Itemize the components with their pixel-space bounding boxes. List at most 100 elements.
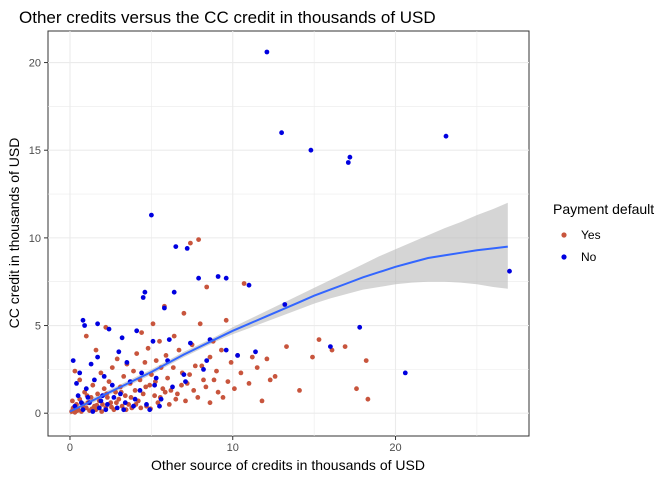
point-no bbox=[140, 295, 146, 300]
point-no bbox=[111, 395, 117, 400]
point-yes bbox=[106, 379, 112, 384]
point-yes bbox=[220, 395, 226, 400]
point-no bbox=[196, 275, 202, 281]
point-no bbox=[184, 246, 190, 251]
y-tick-label: 20 bbox=[29, 58, 41, 70]
point-yes bbox=[101, 386, 107, 392]
y-axis-title: CC credit in thousands of USD bbox=[6, 138, 22, 329]
point-no bbox=[74, 381, 79, 386]
point-yes bbox=[132, 388, 138, 393]
point-no bbox=[282, 302, 288, 307]
y-tick-label: 10 bbox=[29, 233, 41, 245]
point-no bbox=[308, 147, 314, 153]
point-yes bbox=[214, 368, 219, 374]
point-no bbox=[137, 388, 143, 393]
point-yes bbox=[138, 405, 144, 411]
point-no bbox=[72, 403, 78, 409]
point-yes bbox=[116, 396, 122, 402]
point-no bbox=[142, 289, 148, 295]
point-no bbox=[101, 374, 107, 379]
point-no bbox=[345, 160, 351, 165]
point-no bbox=[328, 344, 333, 349]
point-no bbox=[103, 407, 109, 413]
points-layer bbox=[69, 49, 512, 415]
point-yes bbox=[225, 379, 231, 384]
legend-entries: Yes No bbox=[561, 228, 601, 264]
point-yes bbox=[192, 363, 198, 369]
point-yes bbox=[147, 382, 153, 388]
point-no bbox=[402, 370, 408, 376]
confidence-band bbox=[70, 202, 508, 415]
point-no bbox=[147, 407, 153, 413]
point-yes bbox=[183, 398, 188, 404]
point-no bbox=[95, 354, 100, 360]
confidence-band-layer bbox=[70, 202, 508, 415]
point-no bbox=[96, 405, 102, 411]
point-no bbox=[246, 282, 252, 288]
point-yes bbox=[223, 317, 229, 323]
point-yes bbox=[153, 358, 159, 363]
point-no bbox=[85, 395, 91, 400]
point-no bbox=[75, 393, 81, 399]
point-no bbox=[153, 375, 159, 381]
point-yes bbox=[171, 333, 177, 339]
point-no bbox=[149, 212, 154, 218]
point-yes bbox=[175, 391, 180, 397]
point-no bbox=[170, 384, 175, 390]
point-yes bbox=[72, 368, 78, 374]
point-yes bbox=[181, 310, 187, 316]
point-no bbox=[131, 403, 136, 409]
point-no bbox=[215, 274, 221, 279]
point-yes bbox=[131, 368, 136, 374]
point-yes bbox=[109, 365, 115, 370]
legend-label-yes: Yes bbox=[581, 228, 601, 242]
x-axis-ticks: 0 10 20 bbox=[67, 436, 402, 454]
point-yes bbox=[241, 281, 247, 286]
point-yes bbox=[211, 377, 217, 383]
point-no bbox=[171, 289, 177, 295]
point-yes bbox=[365, 396, 371, 402]
point-no bbox=[139, 370, 145, 376]
point-yes bbox=[246, 381, 252, 386]
point-no bbox=[109, 382, 115, 388]
point-no bbox=[183, 379, 188, 384]
point-yes bbox=[316, 337, 322, 342]
point-no bbox=[152, 382, 158, 388]
point-yes bbox=[77, 377, 83, 383]
point-yes bbox=[70, 398, 75, 404]
legend-key-no bbox=[561, 254, 567, 260]
point-yes bbox=[162, 389, 168, 395]
legend: Payment default Yes No bbox=[553, 201, 654, 264]
point-no bbox=[157, 403, 162, 409]
point-no bbox=[235, 353, 241, 358]
point-no bbox=[162, 305, 167, 311]
point-yes bbox=[165, 375, 171, 381]
point-yes bbox=[201, 377, 206, 383]
plot-panel bbox=[47, 30, 530, 437]
point-no bbox=[82, 323, 87, 328]
point-no bbox=[70, 358, 76, 363]
point-no bbox=[83, 386, 89, 392]
point-yes bbox=[122, 393, 128, 399]
trend-line bbox=[69, 245, 508, 413]
point-yes bbox=[203, 384, 209, 390]
point-yes bbox=[134, 351, 140, 356]
point-yes bbox=[196, 237, 202, 243]
point-yes bbox=[179, 382, 184, 388]
point-no bbox=[279, 130, 284, 136]
point-yes bbox=[163, 353, 169, 358]
legend-label-no: No bbox=[581, 250, 597, 264]
point-no bbox=[264, 49, 270, 55]
legend-title: Payment default bbox=[553, 201, 654, 217]
point-yes bbox=[354, 386, 359, 392]
point-yes bbox=[297, 388, 302, 393]
point-no bbox=[188, 340, 193, 346]
point-yes bbox=[140, 391, 146, 397]
point-no bbox=[95, 321, 100, 327]
point-yes bbox=[152, 393, 158, 399]
point-yes bbox=[195, 395, 201, 400]
point-yes bbox=[114, 400, 119, 406]
point-no bbox=[357, 324, 363, 330]
x-tick-label: 10 bbox=[227, 442, 239, 454]
point-no bbox=[347, 154, 353, 160]
